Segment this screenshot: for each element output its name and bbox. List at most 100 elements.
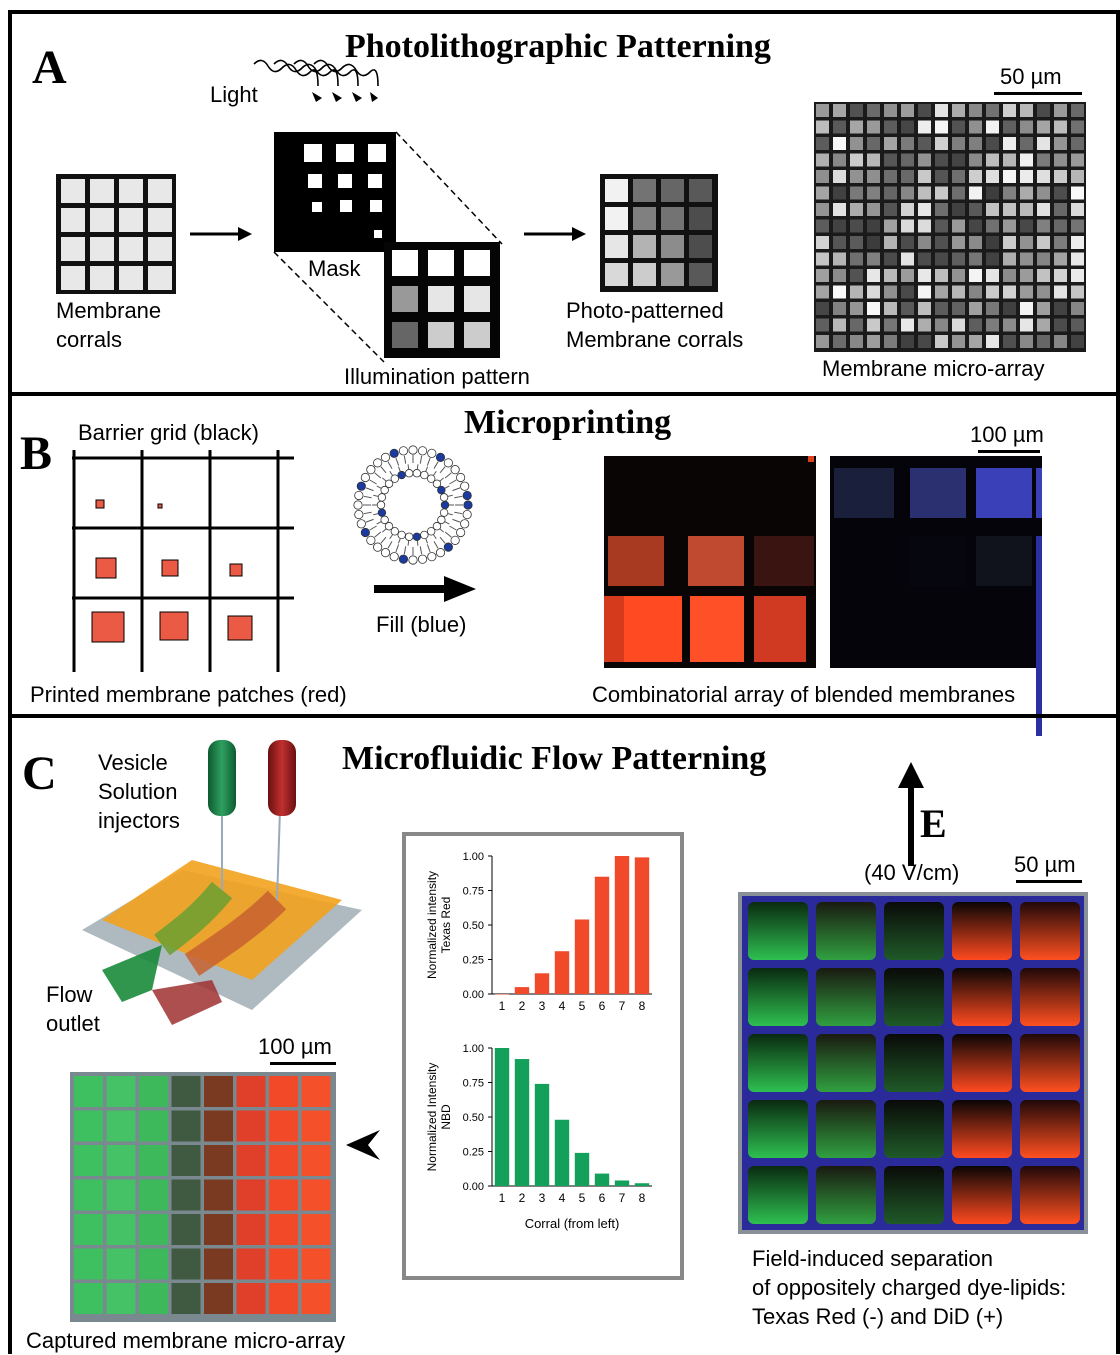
bar xyxy=(534,1083,550,1186)
y-tick-label: 0.50 xyxy=(463,920,484,932)
barrier-grid-label: Barrier grid (black) xyxy=(78,420,259,445)
captured-micro-array-image xyxy=(70,1072,336,1322)
bar xyxy=(594,1173,610,1186)
x-tick-label: 4 xyxy=(559,1191,566,1205)
bar-chart-2: 0.00 0.25 0.50 0.75 1.00 1 2 3 4 5 6 7 8 Normalized I… xyxy=(425,1043,652,1231)
scale-bar-label-c-right: 50 µm xyxy=(1014,852,1076,877)
bar xyxy=(574,919,590,994)
bar xyxy=(554,951,570,994)
y-tick-label: 1.00 xyxy=(463,851,484,863)
x-axis-label: Corral (from left) xyxy=(525,1216,620,1231)
panel-b-title: Microprinting xyxy=(464,404,672,441)
y-tick-label: 0.75 xyxy=(463,886,484,898)
y-axis-label: Normalized IntensityNBD xyxy=(425,1063,453,1172)
panel-a: A Photolithographic Patterning Membrane c… xyxy=(8,10,1120,396)
x-tick-label: 7 xyxy=(619,999,626,1013)
bar-chart-1: 0.00 0.25 0.50 0.75 1.00 1 2 3 4 5 6 7 8 Normalized i… xyxy=(425,851,652,1013)
y-tick-label: 0.75 xyxy=(463,1078,484,1090)
panel-b: B Microprinting Barrier grid (black) Pri… xyxy=(8,392,1120,736)
panel-c-title: Microfluidic Flow Patterning xyxy=(342,740,767,777)
x-tick-label: 4 xyxy=(559,999,566,1013)
illumination-pattern-label: Illumination pattern xyxy=(344,364,530,389)
x-tick-label: 1 xyxy=(499,1191,506,1205)
panel-letter-a: A xyxy=(32,41,67,94)
fill-blue-label: Fill (blue) xyxy=(376,612,467,637)
scale-bar-c-left xyxy=(270,1062,336,1065)
flow-outlet-label: Flow outlet xyxy=(46,982,100,1036)
field-separation-image xyxy=(738,892,1088,1234)
membrane-micro-array-image xyxy=(814,102,1086,352)
scale-bar-label-b: 100 µm xyxy=(970,422,1044,447)
x-tick-label: 7 xyxy=(619,1191,626,1205)
photo-patterned-corrals-image xyxy=(600,174,718,292)
x-tick-label: 2 xyxy=(519,999,526,1013)
barrier-grid-diagram xyxy=(72,450,294,672)
x-tick-label: 5 xyxy=(579,999,586,1013)
captured-micro-array-label: Captured membrane micro-array xyxy=(26,1328,346,1353)
scale-bar-a xyxy=(994,92,1082,95)
field-separation-label: Field-induced separation of oppositely c… xyxy=(752,1246,1067,1329)
y-tick-label: 0.50 xyxy=(463,1112,484,1124)
x-tick-label: 6 xyxy=(599,1191,606,1205)
bar xyxy=(534,973,550,994)
panel-letter-c: C xyxy=(22,747,57,800)
scale-bar-c-right xyxy=(1016,880,1082,883)
membrane-micro-array-label: Membrane micro-array xyxy=(822,356,1045,381)
arrow-right-icon xyxy=(190,227,252,241)
combinatorial-array-label: Combinatorial array of blended membranes xyxy=(592,682,1016,707)
illumination-pattern-image xyxy=(384,242,500,358)
x-tick-label: 6 xyxy=(599,999,606,1013)
field-strength-label: (40 V/cm) xyxy=(864,860,960,885)
mask-image xyxy=(274,132,396,252)
blue-fluorescence-image xyxy=(830,456,1042,736)
light-label: Light xyxy=(210,82,258,107)
bar xyxy=(514,1059,530,1186)
bar xyxy=(614,856,630,994)
arrow-right-icon xyxy=(524,227,586,241)
panel-c: C Microfluidic Flow Patterning Vesicle So… xyxy=(8,714,1120,1354)
x-tick-label: 5 xyxy=(579,1191,586,1205)
bar xyxy=(594,876,610,994)
y-tick-label: 0.00 xyxy=(463,1181,484,1193)
fill-arrow-icon xyxy=(374,576,476,602)
y-tick-label: 0.00 xyxy=(463,989,484,1001)
light-rays-icon xyxy=(253,59,379,102)
microfluidic-device-illustration xyxy=(82,740,362,1025)
membrane-corrals-image xyxy=(56,174,176,294)
printed-patches-label: Printed membrane patches (red) xyxy=(30,682,347,707)
scale-bar-label-a: 50 µm xyxy=(1000,64,1062,89)
bar xyxy=(494,1048,510,1186)
panel-letter-b: B xyxy=(20,427,53,480)
scale-bar-label-c-left: 100 µm xyxy=(258,1034,332,1059)
x-tick-label: 8 xyxy=(639,999,646,1013)
bar xyxy=(554,1119,570,1186)
mask-label: Mask xyxy=(308,256,361,281)
x-tick-label: 3 xyxy=(539,999,546,1013)
x-tick-label: 8 xyxy=(639,1191,646,1205)
bar xyxy=(574,1152,590,1186)
field-letter-e: E xyxy=(920,801,947,846)
vesicle-icon xyxy=(353,445,473,565)
bar xyxy=(514,987,530,994)
red-fluorescence-image xyxy=(604,456,816,668)
intensity-charts-box: 0.00 0.25 0.50 0.75 1.00 1 2 3 4 5 6 7 8 Normalized i… xyxy=(402,832,684,1280)
photo-patterned-label: Photo-patterned Membrane corrals xyxy=(566,298,744,352)
y-axis-label: Normalized intensityTexas Red xyxy=(425,871,453,979)
scale-bar-b xyxy=(978,450,1040,453)
bar xyxy=(494,994,510,995)
injectors-label: Vesicle Solution injectors xyxy=(98,750,180,833)
projection-dashed-lines xyxy=(273,131,503,363)
membrane-corrals-label: Membrane corrals xyxy=(56,298,162,352)
panel-a-title: Photolithographic Patterning xyxy=(345,28,771,65)
y-tick-label: 0.25 xyxy=(463,955,484,967)
x-tick-label: 2 xyxy=(519,1191,526,1205)
arrowhead-left-icon xyxy=(346,1130,380,1160)
field-arrow-up-icon xyxy=(898,762,924,866)
y-tick-label: 1.00 xyxy=(463,1043,484,1055)
bar xyxy=(634,1183,650,1186)
bar xyxy=(614,1180,630,1186)
x-tick-label: 1 xyxy=(499,999,506,1013)
x-tick-label: 3 xyxy=(539,1191,546,1205)
bar xyxy=(634,857,650,994)
